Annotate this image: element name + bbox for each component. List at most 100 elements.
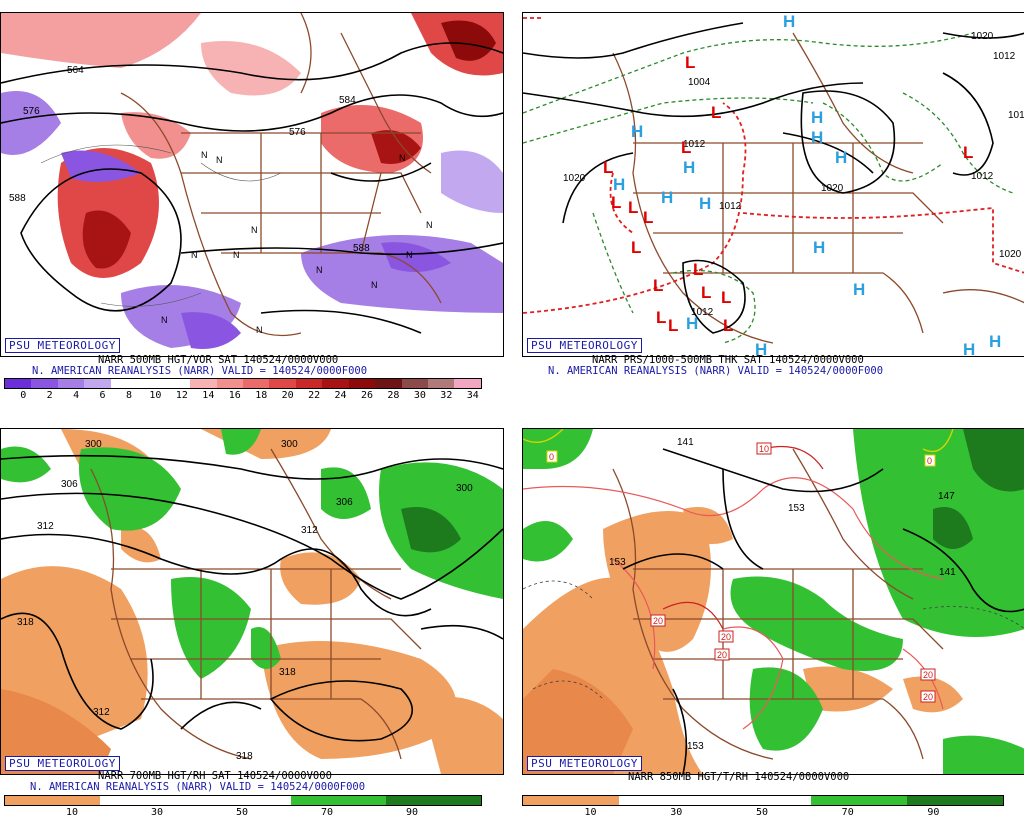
svg-text:L: L: [963, 143, 973, 162]
contour-label: 306: [61, 479, 78, 490]
svg-text:L: L: [693, 260, 703, 279]
colorbar-swatch: [428, 379, 455, 388]
svg-text:H: H: [963, 340, 975, 356]
svg-text:L: L: [611, 193, 621, 212]
colorbar-tick-label: 26: [360, 390, 374, 401]
colorbar-tick-label: 10: [584, 807, 597, 818]
contour-label: 318: [236, 751, 253, 762]
temp-label: 20: [721, 632, 731, 642]
colorbar-swatch: [31, 379, 58, 388]
isobar-label: 1020: [971, 31, 994, 42]
svg-text:N: N: [256, 325, 263, 335]
contour-label: 564: [67, 65, 84, 76]
colorbar-swatch: [619, 796, 715, 805]
colorbar-tick-label: 12: [175, 390, 188, 401]
colorbar-swatch: [322, 379, 349, 388]
caption-valid: N. AMERICAN REANALYSIS (NARR) VALID = 14…: [30, 781, 366, 793]
panel-700mb: 300 300 306 306 312 312 318 318 312 318 …: [0, 414, 510, 819]
colorbar-swatch: [290, 796, 386, 805]
colorbar-tick-label: 90: [405, 807, 419, 818]
svg-text:H: H: [989, 332, 1001, 351]
colorbar-swatch: [811, 796, 907, 805]
contour-label: 318: [17, 617, 34, 628]
colorbar-tick-label: 90: [927, 807, 940, 818]
svg-text:H: H: [811, 128, 823, 147]
colorbar-tick-label: 0: [20, 390, 27, 401]
svg-text:N: N: [216, 155, 223, 165]
contour-label: 300: [85, 439, 102, 450]
svg-text:N: N: [233, 250, 240, 260]
map-slp-svg: 1020 1012 1012 1020 1012 1012 1020 1012 …: [523, 13, 1024, 356]
isobar-label: 1012: [971, 171, 994, 182]
colorbar-swatch: [523, 796, 619, 805]
map-700mb-svg: 300 300 306 306 312 312 318 318 312 318 …: [1, 429, 503, 774]
svg-text:H: H: [853, 280, 865, 299]
svg-text:L: L: [656, 308, 666, 327]
svg-text:L: L: [685, 53, 695, 72]
contour-label: 576: [289, 127, 306, 138]
svg-text:H: H: [699, 194, 711, 213]
colorbar-swatch: [269, 379, 296, 388]
colorbar-tick-label: 28: [387, 390, 400, 401]
svg-text:H: H: [661, 188, 673, 207]
temp-label: 20: [717, 650, 727, 660]
psu-badge: PSU METEOROLOGY: [527, 338, 642, 353]
colorbar-tick-label: 50: [755, 807, 769, 818]
height-label: 141: [677, 437, 694, 448]
colorbar-swatch: [907, 796, 1003, 805]
caption-product: NARR 500MB HGT/VOR SAT 140524/0000V000: [98, 354, 339, 366]
colorbar-swatch: [242, 379, 270, 388]
psu-badge: PSU METEOROLOGY: [5, 338, 120, 353]
map-500mb-svg: 564 576 576 584 588 588 N NN NNN NNN NNN: [1, 13, 503, 356]
isobar-label: 1020: [999, 249, 1022, 260]
svg-text:H: H: [613, 175, 625, 194]
svg-text:L: L: [701, 283, 711, 302]
height-label: 141: [939, 567, 956, 578]
colorbar-tick-label: 70: [841, 807, 854, 818]
svg-text:N: N: [371, 280, 378, 290]
isobar-label: 1020: [821, 183, 844, 194]
svg-text:L: L: [681, 138, 691, 157]
colorbar-vorticity: [4, 378, 482, 389]
colorbar-swatch: [348, 379, 376, 388]
svg-text:N: N: [426, 220, 433, 230]
colorbar-tick-label: 4: [73, 390, 80, 401]
temp-label: 0: [927, 456, 932, 466]
isobar-label: 1012: [1008, 110, 1024, 121]
height-label: 147: [938, 491, 955, 502]
svg-text:N: N: [406, 250, 413, 260]
contour-label: 318: [279, 667, 296, 678]
colorbar-tick-label: 6: [99, 390, 106, 401]
isobar-label: 1004: [688, 77, 711, 88]
psu-badge: PSU METEOROLOGY: [527, 756, 642, 771]
colorbar-tick-label: 2: [46, 390, 53, 401]
svg-text:L: L: [723, 316, 733, 335]
caption-valid: N. AMERICAN REANALYSIS (NARR) VALID = 14…: [32, 365, 368, 377]
colorbar-swatch: [385, 796, 482, 805]
temp-label: 10: [759, 444, 769, 454]
svg-text:N: N: [191, 250, 198, 260]
colorbar-swatch: [163, 379, 191, 388]
svg-text:L: L: [653, 276, 663, 295]
svg-text:H: H: [783, 13, 795, 31]
colorbar-tick-label: 24: [334, 390, 347, 401]
isobar-label: 1020: [563, 173, 586, 184]
map-700mb: 300 300 306 306 312 312 318 318 312 318 …: [0, 428, 504, 775]
colorbar-swatch: [375, 379, 402, 388]
colorbar-tick-label: 30: [413, 390, 426, 401]
colorbar-tick-label: 14: [202, 390, 215, 401]
psu-badge: PSU METEOROLOGY: [5, 756, 120, 771]
height-label: 153: [687, 741, 704, 752]
colorbar-swatch: [110, 379, 138, 388]
colorbar-swatch: [216, 379, 243, 388]
panel-850mb: 141 153 153 153 147 141 0 10 20 20 20 20: [518, 414, 1024, 819]
svg-text:N: N: [201, 150, 208, 160]
svg-text:H: H: [811, 108, 823, 127]
svg-text:L: L: [711, 103, 721, 122]
colorbar-swatch: [137, 379, 164, 388]
colorbar-tick-label: 70: [320, 807, 334, 818]
contour-label: 576: [23, 106, 40, 117]
